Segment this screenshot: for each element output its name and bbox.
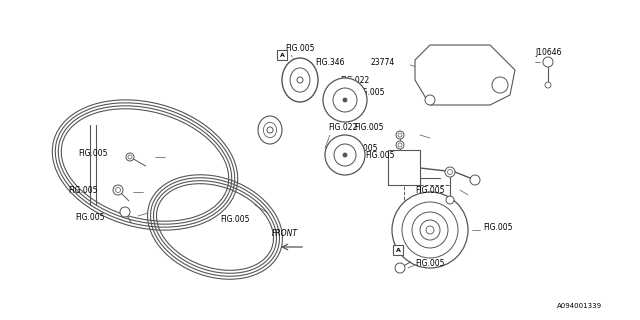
Text: FIG.005: FIG.005: [483, 223, 513, 233]
Circle shape: [116, 188, 120, 192]
Circle shape: [492, 77, 508, 93]
Text: FIG.005: FIG.005: [68, 186, 97, 195]
Circle shape: [128, 155, 132, 159]
Circle shape: [396, 141, 404, 149]
Circle shape: [115, 188, 120, 193]
Ellipse shape: [290, 68, 310, 92]
Circle shape: [392, 192, 468, 268]
Text: FRONT: FRONT: [272, 229, 298, 238]
Circle shape: [121, 208, 129, 216]
Circle shape: [114, 186, 122, 194]
Circle shape: [343, 153, 347, 157]
Text: FIG.005: FIG.005: [285, 44, 314, 52]
Text: FIG.005: FIG.005: [415, 259, 445, 268]
Circle shape: [470, 175, 480, 185]
Circle shape: [398, 143, 402, 147]
Bar: [277, 50, 287, 60]
Circle shape: [325, 135, 365, 175]
Ellipse shape: [282, 58, 318, 102]
Text: FIG.005: FIG.005: [75, 212, 104, 221]
Circle shape: [334, 144, 356, 166]
Circle shape: [396, 264, 404, 272]
Circle shape: [395, 263, 405, 273]
Circle shape: [412, 212, 448, 248]
Text: FIG.005: FIG.005: [78, 148, 108, 157]
Circle shape: [446, 196, 454, 204]
Text: FIG.005: FIG.005: [365, 150, 394, 159]
Polygon shape: [415, 45, 515, 105]
Bar: [393, 245, 403, 255]
Text: 23774: 23774: [370, 58, 394, 67]
Circle shape: [445, 167, 455, 177]
Text: FIG.346: FIG.346: [315, 58, 344, 67]
Ellipse shape: [264, 122, 276, 138]
Text: J10646: J10646: [535, 47, 561, 57]
Circle shape: [447, 170, 452, 174]
Ellipse shape: [258, 116, 282, 144]
Polygon shape: [388, 150, 420, 185]
Text: FIG.005: FIG.005: [354, 123, 383, 132]
Circle shape: [297, 77, 303, 83]
Circle shape: [113, 185, 123, 195]
Circle shape: [398, 133, 402, 137]
Text: A: A: [396, 247, 401, 252]
Circle shape: [545, 82, 551, 88]
Text: A094001339: A094001339: [557, 303, 602, 309]
Text: FIG.005: FIG.005: [355, 87, 385, 97]
Circle shape: [420, 220, 440, 240]
Circle shape: [323, 78, 367, 122]
Circle shape: [267, 127, 273, 133]
Text: FIG.005: FIG.005: [415, 186, 445, 195]
Text: FIG.022: FIG.022: [328, 123, 357, 132]
Circle shape: [333, 88, 357, 112]
Circle shape: [123, 210, 127, 214]
Text: A: A: [280, 52, 284, 58]
Circle shape: [426, 226, 434, 234]
Circle shape: [425, 95, 435, 105]
Circle shape: [126, 153, 134, 161]
Circle shape: [339, 148, 351, 162]
Circle shape: [402, 202, 458, 258]
Text: FIG.022: FIG.022: [340, 76, 369, 84]
Circle shape: [343, 98, 347, 102]
Circle shape: [338, 93, 352, 107]
Circle shape: [396, 131, 404, 139]
Text: FIG.005: FIG.005: [220, 215, 250, 225]
Circle shape: [120, 207, 130, 217]
Circle shape: [398, 266, 402, 270]
Circle shape: [543, 57, 553, 67]
Text: FIG.005: FIG.005: [348, 143, 378, 153]
